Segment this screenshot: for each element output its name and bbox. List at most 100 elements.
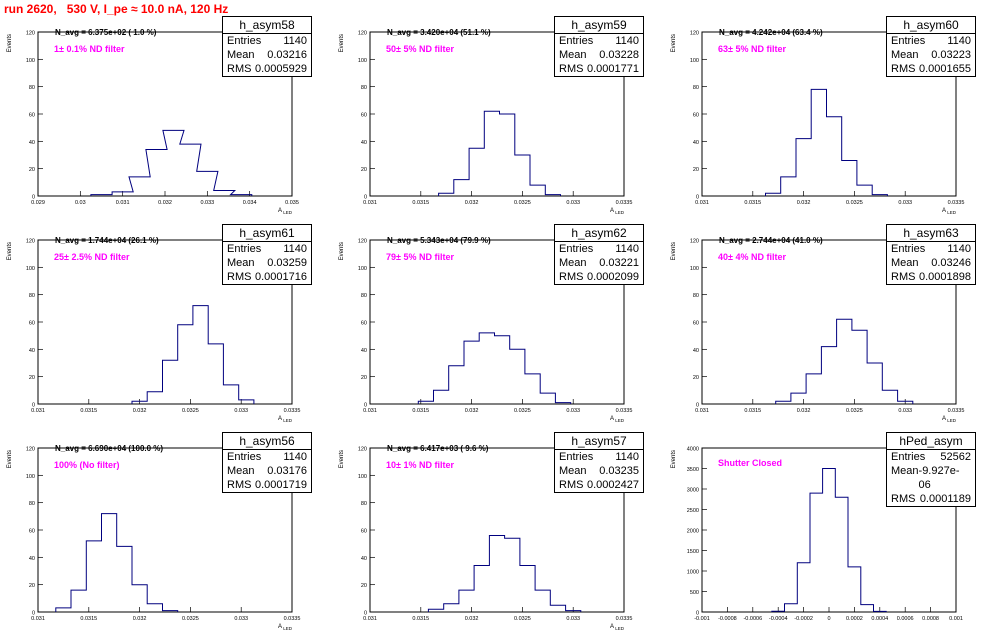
x-axis-label-subscript: LED <box>614 210 625 215</box>
stats-label: Mean <box>891 465 919 477</box>
histogram-outline <box>765 88 888 196</box>
x-tick-label: 0.032 <box>133 616 147 622</box>
x-tick-label: 0.001 <box>949 616 963 622</box>
stats-row-mean: Mean 0.03246 <box>887 256 975 270</box>
y-tick-label: 100 <box>358 266 367 272</box>
x-tick-label: 0.0325 <box>182 408 199 414</box>
histogram-bin <box>484 111 499 196</box>
x-tick-label: 0.032 <box>465 408 479 414</box>
y-tick-label: 0 <box>364 611 367 617</box>
stats-row-rms: RMS 0.0001898 <box>887 270 975 284</box>
y-tick-label: 120 <box>26 239 35 245</box>
histogram-bin <box>117 546 132 612</box>
x-tick-label: 0.0315 <box>744 408 761 414</box>
stats-row-entries: Entries 1140 <box>223 34 311 48</box>
histogram-svg: 0 20 40 60 80 100 120 0.031 0.0315 0.032 0.0325 0.0… <box>339 447 633 632</box>
histogram-panel-h_asym57: 0 20 40 60 80 100 120 0.031 0.0315 0.032 0.0325 0.0… <box>332 430 662 637</box>
histogram-bin <box>781 177 796 196</box>
stats-row-entries: Entries 1140 <box>887 34 975 48</box>
x-tick-label: 0.031 <box>363 616 377 622</box>
histogram-name: h_asym57 <box>555 433 643 450</box>
y-tick-label: 20 <box>29 583 35 589</box>
x-tick-label: 0.0315 <box>412 616 429 622</box>
histogram-bin <box>208 344 223 404</box>
stats-label: Mean <box>891 49 919 61</box>
histogram-bin <box>129 177 150 196</box>
stats-row-rms: RMS 0.0001655 <box>887 62 975 76</box>
histogram-bin <box>223 385 238 404</box>
y-axis-label: Events <box>339 34 345 52</box>
x-axis-label: A LED <box>942 416 957 423</box>
histogram-bin <box>180 144 201 196</box>
y-tick-label: 0 <box>32 195 35 201</box>
stats-row-mean: Mean 0.03235 <box>555 464 643 478</box>
x-axis-label-subscript: LED <box>946 210 957 215</box>
stats-label: Mean <box>559 465 587 477</box>
stats-box: h_asym63 Entries 1140 Mean 0.03246 RMS 0.00018… <box>886 224 976 285</box>
histogram-bin <box>147 392 162 404</box>
x-tick-label: 0.031 <box>363 408 377 414</box>
histogram-bin <box>821 347 836 404</box>
y-axis-label: Events <box>7 450 13 468</box>
filter-label: 40± 4% ND filter <box>718 252 786 262</box>
histogram-bin <box>835 497 848 612</box>
x-tick-label: 0.0325 <box>514 408 531 414</box>
x-tick-label: 0.0335 <box>616 200 633 206</box>
stats-label: Entries <box>227 243 262 255</box>
histogram-bin <box>444 604 459 612</box>
stats-value: 0.03235 <box>599 465 639 477</box>
histogram-outline <box>55 513 179 612</box>
filter-label: 100% (No filter) <box>54 460 120 470</box>
stats-row-entries: Entries 1140 <box>223 450 311 464</box>
histogram-svg: 0 500 1000 1500 2000 2500 3000 3500 4000 -0.001 -0… <box>671 447 963 623</box>
y-tick-label: 100 <box>358 474 367 480</box>
histogram-bin <box>810 493 823 612</box>
y-tick-label: 60 <box>693 113 699 119</box>
y-tick-label: 20 <box>361 583 367 589</box>
y-axis-label: Events <box>671 34 677 52</box>
y-axis-label: Events <box>7 34 13 52</box>
y-tick-label: 4000 <box>687 447 699 453</box>
stats-value: 1140 <box>947 35 971 47</box>
x-tick-label: 0.034 <box>243 200 257 206</box>
x-tick-label: 0.0325 <box>514 616 531 622</box>
stats-label: Entries <box>559 243 594 255</box>
y-tick-label: 40 <box>361 140 367 146</box>
histogram-outline <box>131 305 255 404</box>
stats-box: h_asym60 Entries 1140 Mean 0.03223 RMS 0.00016… <box>886 16 976 77</box>
stats-label: RMS <box>227 271 252 283</box>
histogram-panel-h_asym58: 0 20 40 60 80 100 120 0.029 0.03 0.031 0.032 0.033 0… <box>0 14 330 221</box>
filter-label: 79± 5% ND filter <box>386 252 454 262</box>
stats-box: h_asym57 Entries 1140 Mean 0.03235 RMS 0.00024… <box>554 432 644 493</box>
y-tick-label: 80 <box>693 85 699 91</box>
y-tick-label: 20 <box>29 375 35 381</box>
x-tick-label: 0.033 <box>566 616 580 622</box>
y-tick-label: 0 <box>32 611 35 617</box>
x-tick-label: 0.0315 <box>412 408 429 414</box>
stats-row-entries: Entries 52562 <box>887 450 975 464</box>
stats-row-rms: RMS 0.0001716 <box>223 270 311 284</box>
histogram-bin <box>469 148 484 196</box>
x-tick-label: 0.033 <box>566 200 580 206</box>
stats-label: Mean <box>559 49 587 61</box>
y-tick-label: 1000 <box>687 570 699 576</box>
histogram-bin <box>510 349 525 404</box>
histogram-name: h_asym56 <box>223 433 311 450</box>
histogram-panel-h_asym61: 0 20 40 60 80 100 120 0.031 0.0315 0.032 0.0325 0.0… <box>0 222 330 429</box>
x-axis-label: A LED <box>610 208 625 215</box>
y-tick-label: 500 <box>690 590 699 596</box>
stats-value: 0.03246 <box>931 257 971 269</box>
stats-label: Entries <box>891 35 926 47</box>
histogram-svg: 0 20 40 60 80 100 120 0.031 0.0315 0.032 0.0325 0.0… <box>7 239 300 424</box>
navg-text: N_avg = 6.417e+03 ( 9.6 %) <box>387 444 489 453</box>
x-tick-label: 0.033 <box>898 408 912 414</box>
x-tick-label: 0.0335 <box>616 616 633 622</box>
x-tick-label: -0.0006 <box>743 616 762 622</box>
filter-label: 10± 1% ND filter <box>386 460 454 470</box>
histogram-name: h_asym58 <box>223 17 311 34</box>
navg-text: N_avg = 4.242e+04 (63.4 %) <box>719 28 823 37</box>
x-tick-label: 0.032 <box>465 616 479 622</box>
navg-text: N_avg = 5.343e+04 (79.9 %) <box>387 236 491 245</box>
stats-value: 0.0005929 <box>255 63 307 75</box>
stats-value: 1140 <box>283 243 307 255</box>
